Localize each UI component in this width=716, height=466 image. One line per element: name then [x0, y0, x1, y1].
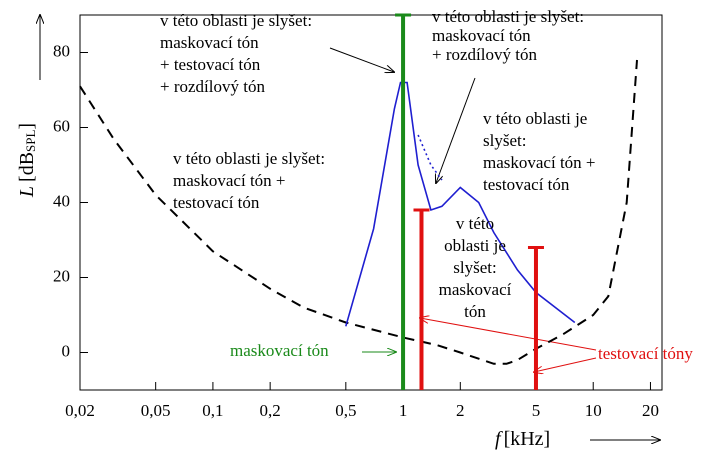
- label-part: f: [495, 428, 503, 450]
- x-tick-label: 0,1: [202, 401, 223, 420]
- annotation: v této oblasti je: [483, 109, 587, 128]
- annotation: v této: [456, 214, 494, 233]
- label-part: ]: [16, 123, 38, 130]
- annotation: v této oblasti je slyšet:: [432, 7, 584, 26]
- label-part: [dB: [16, 152, 38, 182]
- x-tick-label: 0,02: [65, 401, 95, 420]
- label-part: L: [16, 186, 38, 198]
- series-line: [345, 81, 576, 327]
- x-tick-label: 2: [456, 401, 465, 420]
- arrow: [534, 357, 597, 372]
- series-line: [79, 59, 638, 365]
- annotation: + rozdílový tón: [160, 77, 265, 96]
- y-axis-label: L [dBSPL]: [16, 123, 38, 198]
- annotation: maskovací tón: [432, 26, 531, 45]
- annotation: + rozdílový tón: [432, 45, 537, 64]
- arrow: [329, 47, 394, 72]
- x-axis-label: f [kHz]: [495, 428, 550, 450]
- masking-label: maskovací tón: [230, 341, 329, 360]
- arrow: [420, 318, 597, 351]
- annotation: maskovací tón +: [483, 153, 596, 172]
- annotation: testovací tón: [483, 175, 570, 194]
- x-tick-label: 20: [642, 401, 659, 420]
- y-tick-label: 0: [62, 341, 71, 360]
- annotation: testovací tón: [173, 193, 260, 212]
- y-tick-label: 80: [53, 41, 70, 60]
- x-tick-label: 0,05: [141, 401, 171, 420]
- label-part: [kHz]: [504, 428, 551, 450]
- annotation: maskovací tón +: [173, 171, 286, 190]
- y-tick-label: 60: [53, 116, 70, 135]
- annotation: v této oblasti je slyšet:: [173, 149, 325, 168]
- x-tick-label: 0,5: [335, 401, 356, 420]
- y-tick-label: 40: [53, 191, 70, 210]
- y-tick-label: 20: [53, 266, 70, 285]
- x-tick-label: 10: [585, 401, 602, 420]
- x-tick-label: 0,2: [260, 401, 281, 420]
- annotation: tón: [464, 302, 486, 321]
- x-tick-label: 1: [399, 401, 408, 420]
- x-tick-label: 5: [532, 401, 541, 420]
- annotation: oblasti je: [444, 236, 506, 255]
- test-label: testovací tóny: [598, 344, 693, 363]
- label-part: SPL: [23, 130, 38, 152]
- annotation: v této oblasti je slyšet:: [160, 11, 312, 30]
- annotation: maskovací: [439, 280, 512, 299]
- annotation: + testovací tón: [160, 55, 261, 74]
- annotation: slyšet:: [453, 258, 496, 277]
- arrow: [436, 77, 476, 183]
- series-line: [417, 134, 443, 181]
- annotation: maskovací tón: [160, 33, 259, 52]
- annotation: slyšet:: [483, 131, 526, 150]
